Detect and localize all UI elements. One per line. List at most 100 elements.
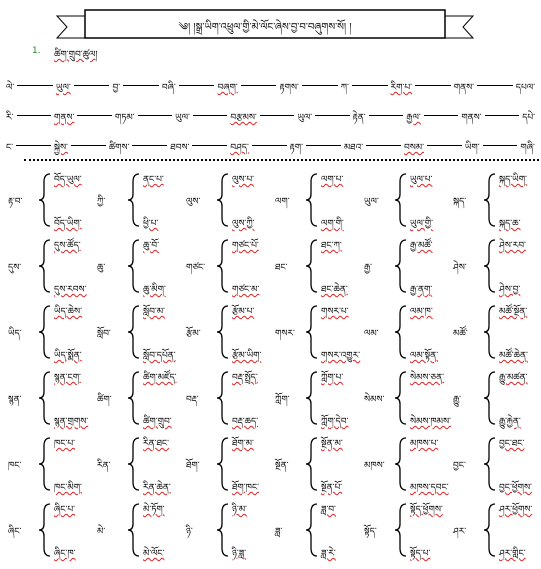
root-word: རྟ་བ་: [8, 197, 23, 207]
brace: [127, 239, 140, 293]
connector: [477, 85, 513, 103]
chain-word: བཤད་: [230, 143, 249, 153]
brace: [38, 239, 51, 293]
branch-word: ཡིད་ཆེས་: [54, 307, 82, 317]
connector: [427, 145, 462, 163]
brace: [483, 503, 496, 557]
separator: [24, 159, 539, 161]
chain-word: ཚིགས་: [108, 143, 130, 153]
brace: [216, 305, 229, 359]
branch-word: སྙན་གྲགས་: [54, 417, 89, 427]
brace: [305, 239, 318, 293]
banner: [55, 9, 475, 39]
branch-word: ཆུ་བོ་: [143, 241, 159, 251]
chain-word: ཡུལ་: [55, 83, 71, 93]
root-word: མཁས་: [364, 461, 385, 471]
branch-word: སྐད་ཡིག་: [499, 175, 527, 185]
chain-word: རྒྱལ་: [406, 113, 421, 123]
brace: [394, 437, 407, 491]
connector: [70, 145, 106, 163]
connector: [240, 85, 277, 103]
root-word: སྟོད་: [364, 527, 377, 537]
chain-row: ལེ་ ཡུལ་ བྱ་ བཞི་ བཞག་ རྟགས་ ཀ་ རིག་པ་ གནས་ དཔལ་: [6, 78, 535, 103]
root-word: རྩོམ་: [186, 329, 201, 339]
connector: [16, 145, 51, 163]
chain-word: ང་: [6, 143, 14, 153]
brace: [38, 371, 51, 425]
branch-word: སློབ་མ་: [143, 307, 165, 317]
brace: [394, 371, 407, 425]
brace: [483, 305, 496, 359]
root-word: སྔོན་: [275, 461, 289, 471]
connector: [137, 115, 173, 133]
branch-word: ལུས་ཀྱི་: [232, 219, 255, 229]
branch-word: ལག་པ་: [321, 175, 344, 185]
root-word: ལམ་: [364, 329, 379, 339]
branch-word: ཟླ་རེ་: [321, 549, 336, 559]
brace: [127, 437, 140, 491]
root-word: ཟླ་: [275, 527, 283, 537]
branch-word: བྱང་ཕྱོགས་: [499, 483, 532, 493]
connector: [315, 115, 350, 133]
branch-word: ཡུལ་པ་: [410, 175, 433, 185]
connector: [259, 115, 295, 133]
chain-word: རྟག་: [289, 143, 303, 153]
branch-word: ཞིང་ཁ་: [54, 549, 76, 559]
branch-word: ཡིད་སྨོན་: [54, 351, 82, 361]
chain-word: བརྩམས་: [230, 113, 257, 123]
section-title: ཚིག་གྲུབ་ཚུལ།: [54, 50, 98, 60]
branch-word: ལམ་ཁ་: [410, 307, 433, 317]
banner-title: ༄། །སྒྲ་ཡིག་འཕྲུལ་གྱི་མེ་ལོང་ཞེས་བྱ་བ་བཞ…: [178, 22, 352, 33]
chain-row: རི་ གནས་ གཏམ་ ཡུལ་ བརྩམས་ ཡུལ་ རྟེན་ རྒྱལ་ གནས་ ད…: [6, 108, 535, 133]
chain-word: རྟགས་: [279, 83, 299, 93]
chain-word: དཔལ་: [515, 83, 535, 93]
brace: [216, 503, 229, 557]
brace: [305, 305, 318, 359]
brace: [127, 503, 140, 557]
brace: [305, 371, 318, 425]
branch-word: ཞིང་པ་: [54, 505, 76, 515]
branch-word: རྒྱུ་རྐྱེན་: [499, 417, 521, 427]
root-word: རྒྱུ་: [453, 395, 461, 405]
branch-word: བོད་ཡིག་: [54, 219, 82, 229]
branch-word: རྒྱ་མཚོ་: [410, 241, 433, 251]
connector: [16, 115, 52, 133]
chain-word: གཏམ་: [114, 113, 135, 123]
chain-word: ཡུལ་: [297, 113, 313, 123]
branch-word: ཤར་ཕྱོགས་: [499, 505, 533, 515]
root-word: ཀྱི་: [97, 197, 106, 207]
branch-word: ཉི་ཟླ་: [232, 549, 246, 559]
branch-word: མཁས་པ་: [410, 439, 439, 449]
brace: [305, 437, 318, 491]
root-word: སྐད་: [453, 197, 467, 207]
root-word: མེ་: [97, 527, 106, 537]
branch-word: མཚོ་སྔོན་: [499, 307, 528, 317]
connector: [415, 85, 451, 103]
root-word: མཚོ་: [453, 329, 468, 339]
root-word: དུས་: [8, 263, 22, 273]
branch-word: ཤར་གླིང་: [499, 549, 526, 559]
branch-word: སྟོད་ཕྱོགས་: [410, 505, 443, 515]
branch-word: བོད་ཡུལ་: [54, 175, 82, 185]
branch-word: ཡུལ་གྱི་: [410, 219, 433, 229]
connector: [366, 145, 401, 163]
chain-word: བཞག་: [217, 83, 238, 93]
root-word: ཐོག་: [186, 461, 200, 471]
branch-word: བརྡ་ཆད་: [232, 417, 259, 427]
chain-row: ང་ སྐྱེས་ ཚིགས་ ཐབས་ བཤད་ རྟག་ མཐའ་ བསམ་ ཡིག་ གཞི…: [6, 138, 535, 163]
branch-word: ཐང་ཆེན་: [321, 285, 348, 295]
root-word: རིན་: [97, 461, 111, 471]
chain-word: ཐབས་: [170, 143, 190, 153]
chain-word: གནས་: [54, 113, 75, 123]
branch-word: རྩོམ་པ་: [232, 307, 255, 317]
connector: [251, 145, 287, 163]
brace: [394, 305, 407, 359]
section-number: 1.: [32, 46, 41, 56]
connector: [423, 115, 459, 133]
brace: [305, 173, 318, 227]
connector: [178, 85, 215, 103]
root-word: ཤར་: [453, 527, 467, 537]
chain-word: བྱ་: [112, 83, 121, 93]
connector: [77, 115, 112, 133]
